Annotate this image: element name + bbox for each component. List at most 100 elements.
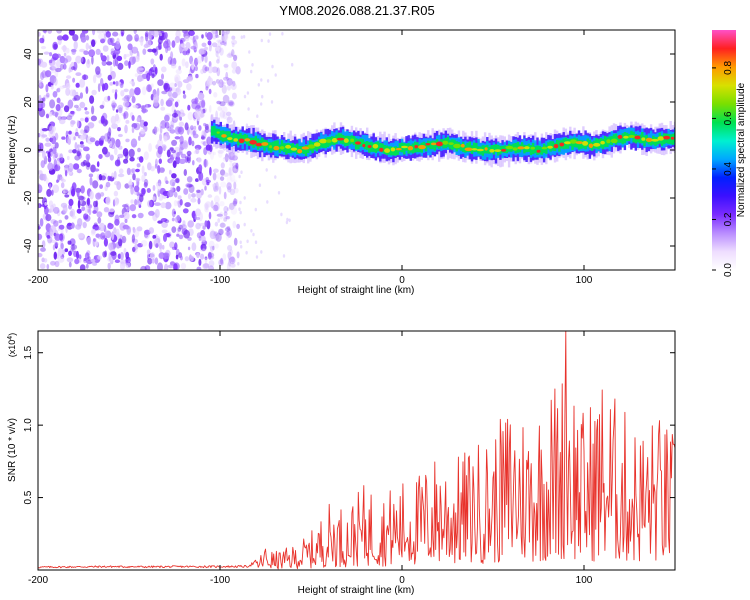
noise-speck [111, 123, 118, 129]
ridge-peak [269, 145, 273, 149]
noise-speck [179, 146, 183, 154]
noise-speck [204, 185, 207, 191]
noise-speck [176, 215, 181, 221]
noise-speck [220, 181, 227, 188]
noise-speck [204, 220, 208, 227]
noise-speck [66, 135, 71, 144]
noise-speck [158, 242, 163, 250]
noise-speck [45, 137, 50, 142]
noise-speck [89, 95, 95, 104]
noise-speck [88, 45, 92, 50]
ridge-peak [536, 149, 541, 153]
noise-speck-sparse [240, 170, 243, 174]
noise-speck [147, 48, 153, 53]
noise-speck-sparse [282, 254, 286, 258]
noise-speck [68, 261, 72, 268]
ridge-layer-3 [580, 140, 583, 149]
ridge-layer-3 [612, 134, 616, 143]
noise-speck [60, 182, 65, 189]
ridge-peak [297, 149, 303, 154]
noise-speck [67, 222, 72, 227]
spectrogram-ridge [210, 114, 675, 168]
noise-speck [69, 238, 76, 246]
noise-speck [219, 47, 224, 56]
noise-speck [49, 148, 53, 152]
ridge-layer-3 [213, 125, 216, 136]
noise-speck [50, 260, 56, 266]
ridge-peak [290, 147, 298, 151]
noise-speck [236, 251, 240, 259]
noise-speck [218, 259, 224, 266]
noise-speck [140, 38, 144, 47]
ridge-peak [336, 137, 345, 141]
noise-speck-sparse [288, 218, 291, 223]
noise-speck [54, 260, 60, 268]
noise-speck [214, 243, 219, 249]
ridge-peak [279, 146, 285, 150]
noise-speck [192, 160, 195, 166]
noise-speck [111, 231, 115, 241]
noise-speck [157, 179, 162, 187]
noise-speck [203, 129, 207, 139]
noise-speck [179, 255, 183, 261]
noise-speck [233, 198, 238, 205]
noise-speck [42, 150, 46, 159]
noise-speck [137, 243, 144, 248]
snr-x-tick-label: -100 [210, 575, 230, 586]
noise-speck [96, 30, 104, 34]
noise-speck [231, 168, 237, 172]
noise-speck [121, 235, 127, 244]
noise-speck [232, 162, 238, 169]
noise-speck [147, 257, 153, 265]
noise-speck [89, 137, 96, 143]
ridge-layer-3 [468, 141, 471, 152]
noise-speck [85, 35, 90, 41]
noise-speck [228, 166, 235, 176]
noise-speck [176, 126, 183, 133]
noise-speck [198, 258, 202, 266]
noise-speck [216, 100, 222, 105]
noise-speck [231, 92, 237, 100]
noise-speck [114, 91, 118, 100]
noise-speck [187, 193, 192, 200]
noise-speck [161, 244, 165, 250]
noise-speck [187, 220, 194, 228]
noise-speck [123, 100, 130, 108]
noise-speck [228, 101, 235, 107]
ridge-layer-3 [617, 136, 620, 143]
noise-speck [231, 151, 238, 160]
noise-speck [236, 223, 241, 229]
noise-speck [160, 202, 166, 209]
noise-speck [198, 164, 203, 172]
noise-speck [93, 238, 97, 242]
noise-speck [43, 94, 50, 99]
noise-speck [51, 189, 54, 196]
noise-speck [132, 104, 139, 109]
noise-speck-sparse [266, 200, 269, 204]
colorbar-tick-label: 0.2 [723, 212, 734, 226]
noise-speck [59, 63, 64, 70]
ridge-layer-3 [540, 147, 544, 155]
noise-speck [45, 84, 49, 93]
ridge-layer-3 [276, 140, 279, 151]
noise-speck [135, 177, 141, 182]
noise-speck [174, 136, 181, 140]
ridge-layer-3 [237, 134, 240, 146]
noise-speck [176, 185, 181, 192]
noise-speck [124, 218, 128, 224]
noise-speck [223, 217, 228, 222]
noise-speck [207, 65, 214, 74]
noise-speck-sparse [247, 107, 250, 111]
noise-speck [134, 185, 140, 193]
noise-speck [76, 107, 82, 112]
noise-speck [119, 33, 122, 37]
noise-speck-sparse [256, 114, 259, 118]
noise-speck [229, 256, 236, 265]
noise-speck [134, 243, 139, 250]
noise-speck [86, 162, 91, 168]
noise-speck [217, 55, 221, 61]
noise-speck [197, 198, 201, 205]
noise-speck [128, 184, 133, 189]
noise-speck [56, 87, 61, 93]
ridge-layer-3 [577, 139, 581, 150]
